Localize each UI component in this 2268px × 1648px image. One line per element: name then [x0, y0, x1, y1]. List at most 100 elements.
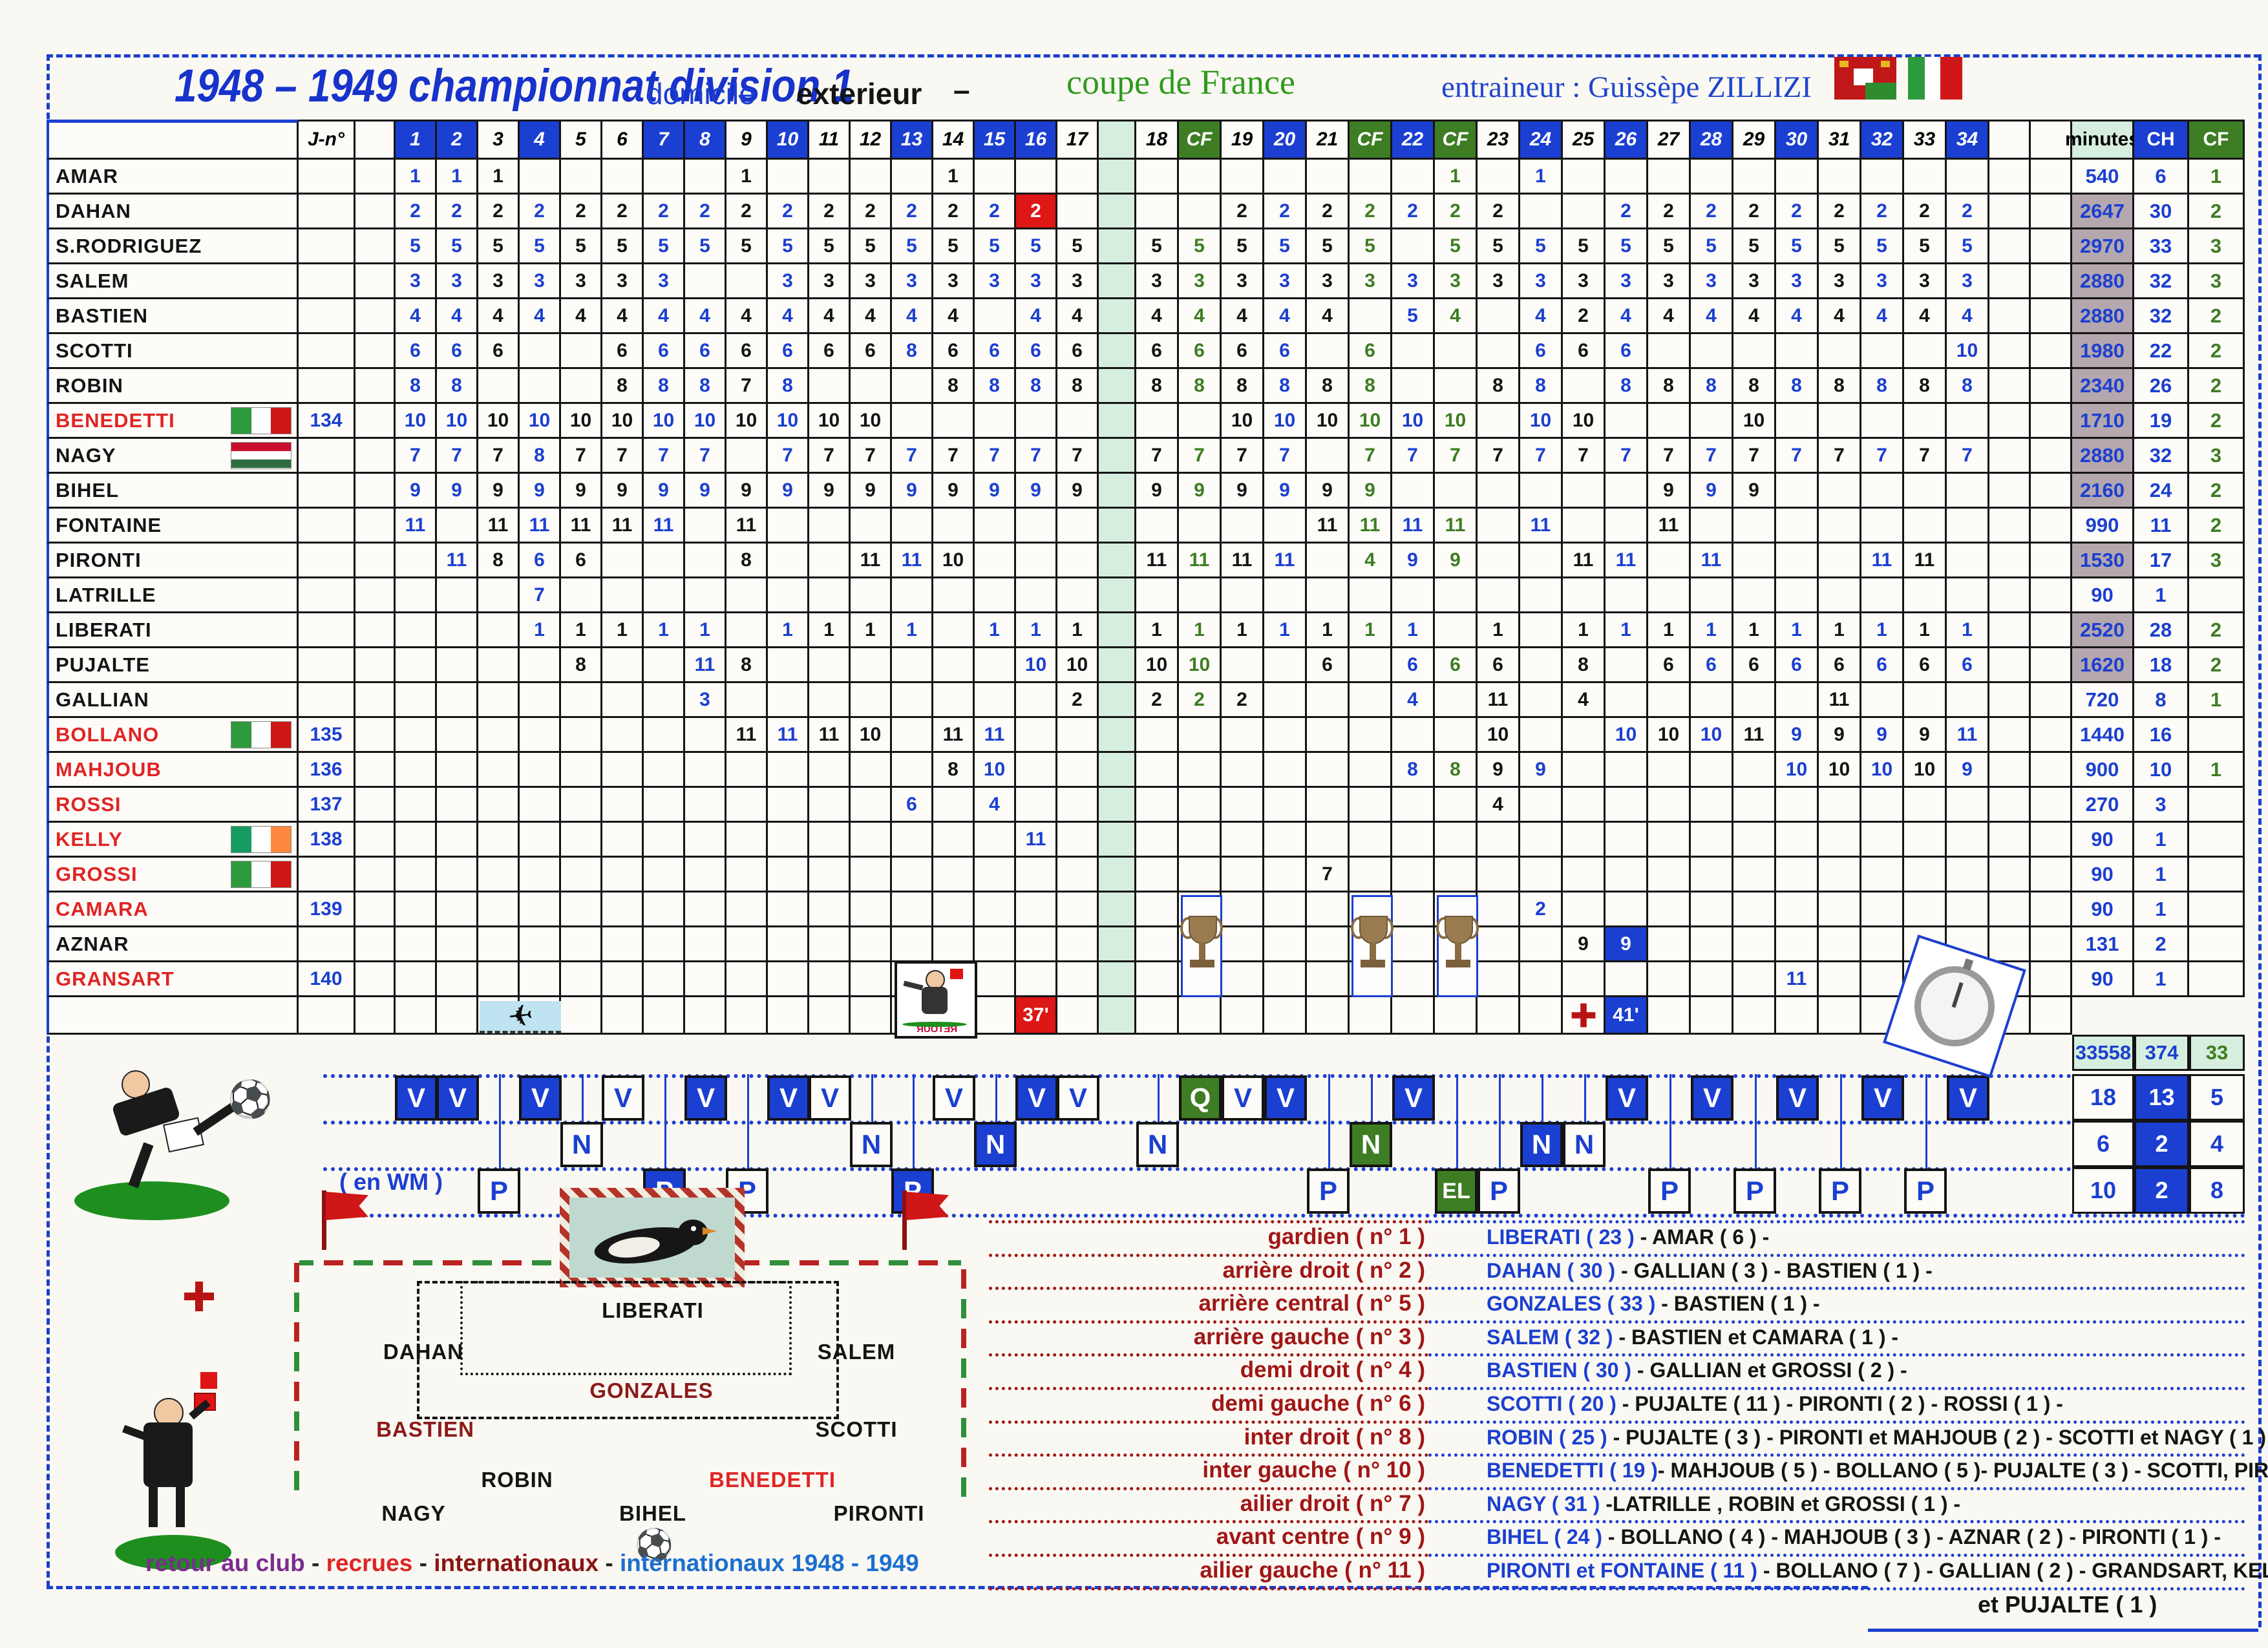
player-name: PUJALTE	[47, 648, 299, 683]
player-name-label: PUJALTE	[56, 653, 150, 676]
cell-MAHJOUB-2	[437, 753, 478, 788]
cell-DAHAN-15: 2	[975, 195, 1016, 229]
results-connector	[1669, 1074, 1671, 1168]
cell-LIBERATI-cf2: 1	[1350, 613, 1392, 648]
cell-S.RODRIGUEZ-5: 5	[561, 229, 602, 264]
cell-BOLLANO-19	[1222, 718, 1264, 753]
cell-KELLY-18	[1136, 823, 1179, 858]
cell-PUJALTE-3	[478, 648, 520, 683]
result-5: N	[560, 1122, 603, 1167]
cell-NAGY-10: 7	[768, 439, 809, 474]
cell-BASTIEN-2: 4	[437, 299, 478, 334]
cell-KELLY-27	[1648, 823, 1691, 858]
results-connector	[1328, 1074, 1330, 1168]
cell-SCOTTI-10: 6	[768, 334, 809, 369]
cell-NAGY-sp1	[1989, 439, 2031, 474]
cell-ROSSI-sp1	[1989, 788, 2031, 823]
table-row: KELLY 138 11 90 1	[47, 823, 2245, 858]
cell-SCOTTI-17: 6	[1057, 334, 1099, 369]
separator-red	[989, 1387, 1428, 1390]
player-jn: 139	[299, 893, 355, 927]
cell-CAMARA-32	[1861, 893, 1904, 927]
cell-AZNAR-9	[726, 927, 768, 962]
separator-red	[989, 1520, 1428, 1524]
header-col-18: 18	[1136, 120, 1179, 160]
cell-PUJALTE-ch: 18	[2134, 648, 2189, 683]
cell-BIHEL-9: 9	[726, 474, 768, 509]
cell-SALEM-ch: 32	[2134, 264, 2189, 299]
cell-ROSSI-15: 4	[975, 788, 1016, 823]
cell-S.RODRIGUEZ-25: 5	[1563, 229, 1606, 264]
cell-BIHEL-31	[1819, 474, 1861, 509]
cell-BIHEL-6: 9	[602, 474, 644, 509]
cell-PIRONTI-10	[768, 544, 809, 578]
cell-BASTIEN-12: 4	[851, 299, 892, 334]
cell-BENEDETTI-31	[1819, 404, 1861, 439]
cell-SALEM-10: 3	[768, 264, 809, 299]
cell-BASTIEN-26: 4	[1606, 299, 1648, 334]
cell-BIHEL-2: 9	[437, 474, 478, 509]
cell-BENEDETTI-3: 10	[478, 404, 520, 439]
cell-ROBIN-5	[561, 369, 602, 404]
player-extra	[355, 195, 396, 229]
position-label: ailier gauche ( n° 11 )	[1200, 1558, 1425, 1583]
position-primary-player: DAHAN ( 30 )	[1487, 1258, 1616, 1282]
position-other-players: - MAHJOUB ( 5 ) - BOLLANO ( 5 )- PUJALTE…	[1657, 1459, 2268, 1483]
cell-FONTAINE-25	[1563, 509, 1606, 544]
player-name-label: KELLY	[56, 827, 123, 850]
cell-BASTIEN-20: 4	[1264, 299, 1307, 334]
cell-AZNAR-sp2	[2031, 927, 2072, 962]
cell-BIHEL-28: 9	[1691, 474, 1733, 509]
legend-item: recrues	[326, 1550, 413, 1576]
cell-AZNAR-1	[396, 927, 437, 962]
result-23: P	[1478, 1168, 1520, 1214]
footer-24	[1520, 997, 1563, 1035]
cell-GRANSART-5	[561, 962, 602, 997]
cell-BOLLANO-24	[1520, 718, 1563, 753]
cell-ROBIN-22	[1392, 369, 1435, 404]
cell-MAHJOUB-24: 9	[1520, 753, 1563, 788]
red-cross-icon	[1571, 1003, 1595, 1027]
cell-SCOTTI-27	[1648, 334, 1691, 369]
referee-red-card-stamp: RETOUR	[895, 961, 977, 1039]
cell-ROSSI-cf3	[1435, 788, 1478, 823]
cell-GALLIAN-cf3	[1435, 683, 1478, 718]
position-value: PIRONTI et FONTAINE ( 11 ) - BOLLANO ( 7…	[1487, 1559, 2268, 1583]
cell-CAMARA-8	[685, 893, 726, 927]
cell-KELLY-cf2	[1350, 823, 1392, 858]
result-22: V	[1392, 1075, 1435, 1121]
cell-BIHEL-8: 9	[685, 474, 726, 509]
cell-AZNAR-11	[809, 927, 851, 962]
cell-GALLIAN-29	[1733, 683, 1776, 718]
cell-LATRILLE-16	[1016, 578, 1057, 613]
cell-GROSSI-7	[644, 858, 685, 893]
header-col-6: 6	[602, 120, 644, 160]
cell-GROSSI-15	[975, 858, 1016, 893]
cell-ROSSI-25	[1563, 788, 1606, 823]
cell-PIRONTI-8	[685, 544, 726, 578]
cell-DAHAN-20: 2	[1264, 195, 1307, 229]
cell-AMAR-21	[1307, 160, 1350, 195]
header-name-cell	[47, 120, 299, 160]
player-name: MAHJOUB	[47, 753, 299, 788]
cell-LATRILLE-sp2	[2031, 578, 2072, 613]
cell-PUJALTE-34: 6	[1947, 648, 1989, 683]
cell-GROSSI-sp2	[2031, 858, 2072, 893]
cell-FONTAINE-26	[1606, 509, 1648, 544]
cell-ROBIN-34: 8	[1947, 369, 1989, 404]
player-extra	[355, 229, 396, 264]
cell-GRANSART-8	[685, 962, 726, 997]
position-value: ROBIN ( 25 ) - PUJALTE ( 3 ) - PIRONTI e…	[1487, 1426, 2268, 1450]
cell-BENEDETTI-cf2: 10	[1350, 404, 1392, 439]
player-name: DAHAN	[47, 195, 299, 229]
cell-BOLLANO-5	[561, 718, 602, 753]
position-value: SCOTTI ( 20 ) - PUJALTE ( 11 ) - PIRONTI…	[1487, 1392, 2063, 1416]
cell-AMAR-22	[1392, 160, 1435, 195]
cell-BENEDETTI-32	[1861, 404, 1904, 439]
cell-AMAR-13	[892, 160, 933, 195]
table-row: FONTAINE 11 11 11 11 11 11 11 11 11 11 11 11 11 990 11 2	[47, 509, 2245, 544]
cell-GROSSI-minutes: 90	[2072, 858, 2134, 893]
cell-GRANSART-16	[1016, 962, 1057, 997]
cell-GROSSI-4	[520, 858, 561, 893]
cell-CAMARA-1	[396, 893, 437, 927]
